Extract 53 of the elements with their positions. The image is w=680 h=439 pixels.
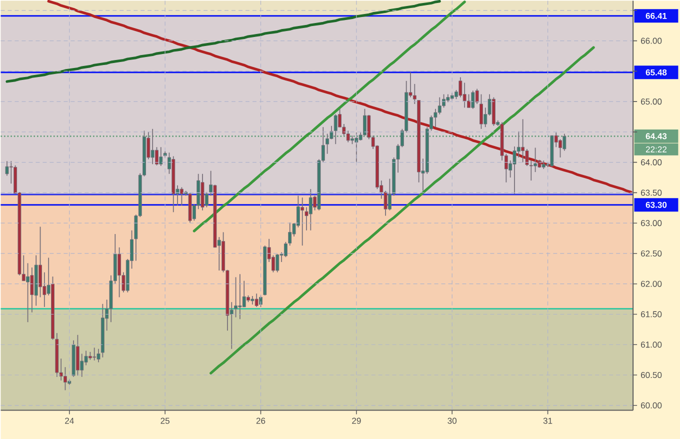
candlestick — [159, 146, 163, 166]
y-tick-label: 62.50 — [641, 250, 662, 256]
candlestick — [254, 293, 258, 308]
x-tick-label: 25 — [160, 418, 170, 424]
ref-line-label: 66.41 — [646, 12, 667, 19]
candlestick — [180, 186, 184, 206]
candlestick — [234, 276, 238, 318]
x-tick-label: 26 — [256, 418, 266, 424]
candlestick — [346, 130, 350, 143]
candlestick — [30, 266, 34, 313]
y-tick-label: 60.50 — [641, 372, 662, 378]
candlestick — [326, 133, 330, 154]
candlestick — [276, 254, 280, 273]
candlestick — [300, 197, 304, 246]
candlestick — [471, 90, 475, 110]
x-tick-label: 29 — [352, 418, 361, 424]
candlestick — [242, 280, 246, 308]
ref-line-label: 65.48 — [646, 69, 667, 76]
y-tick-label: 65.00 — [641, 98, 662, 104]
candlestick — [155, 146, 158, 166]
candlestick — [308, 188, 312, 231]
candlestick — [288, 222, 292, 246]
candlestick — [284, 241, 288, 258]
y-tick-label: 60.00 — [641, 402, 662, 408]
y-tick-label: 63.50 — [641, 190, 662, 196]
candlestick — [562, 133, 566, 152]
y-tick-label: 61.50 — [641, 311, 662, 318]
candlestick — [480, 94, 483, 130]
candlestick — [438, 96, 442, 115]
y-tick-label: 66.00 — [641, 38, 662, 44]
candlestick — [363, 108, 366, 136]
ref-line-label: 63.30 — [646, 202, 667, 208]
candlestick — [76, 334, 80, 376]
y-tick-label: 64.00 — [641, 159, 662, 166]
x-tick-label: 31 — [543, 418, 552, 424]
candlestick — [118, 246, 122, 298]
candlestick — [92, 347, 96, 361]
x-tick-label: 30 — [448, 418, 457, 424]
candlestick — [521, 118, 525, 163]
y-tick-label: 61.00 — [641, 341, 662, 348]
text: 22:22 — [646, 146, 667, 152]
candlestick — [150, 128, 154, 164]
y-tick-label: 62.00 — [641, 280, 662, 287]
candlestick — [534, 147, 538, 172]
ref-line-label: 64.43 — [646, 133, 667, 140]
candlestick — [462, 82, 466, 108]
candlestick — [467, 94, 470, 108]
candlestick — [334, 114, 338, 144]
candlestick — [26, 262, 30, 322]
candlestick — [412, 83, 416, 104]
x-tick-label: 24 — [65, 418, 74, 424]
candlestick — [238, 274, 242, 320]
y-tick-label: 63.00 — [641, 220, 662, 226]
